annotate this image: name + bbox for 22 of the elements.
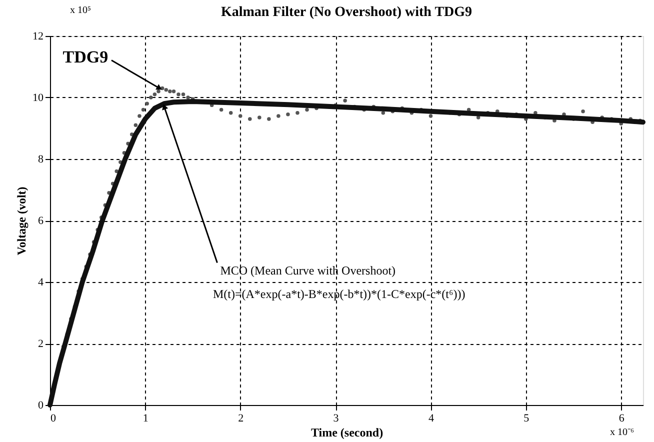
y-tick-label: 12 [32, 30, 44, 42]
y-tick-label: 8 [38, 154, 44, 166]
x-tick-label: 4 [428, 412, 434, 424]
y-tick-label: 6 [38, 215, 44, 227]
annotation: TDG9 [62, 47, 108, 66]
x-tick-label: 0 [50, 412, 56, 424]
x-tick-label: 1 [142, 412, 148, 424]
x-tick-label: 2 [238, 412, 244, 424]
y-tick-label: 4 [38, 276, 44, 288]
x-axis-title: Time (second) [310, 426, 384, 440]
annotation: M(t)=(A*exp(-a*t)-B*exp(-b*t))*(1-C*exp(-c*(t⁶))) [213, 287, 466, 301]
chart-title: Kalman Filter (No Overshoot) with TDG9 [220, 5, 472, 20]
text: x 10⁻⁶ [610, 427, 634, 438]
y-tick-label: 10 [32, 92, 44, 104]
x-tick-label: 5 [524, 412, 530, 424]
x-tick-label: 6 [618, 412, 625, 424]
y-tick-label: 0 [38, 400, 44, 412]
text: x 10⁵ [70, 5, 91, 16]
y-tick-label: 2 [38, 338, 44, 350]
y-axis-title: Voltage (volt) [14, 186, 28, 256]
annotation: MCO (Mean Curve with Overshoot) [220, 264, 396, 278]
x-tick-label: 3 [333, 412, 340, 424]
